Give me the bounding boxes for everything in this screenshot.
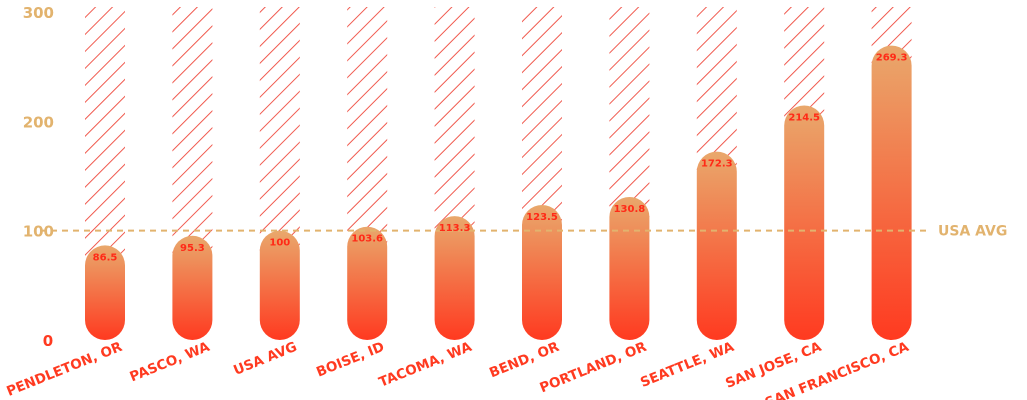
category-label: SAN FRANCISCO, CA: [763, 339, 912, 400]
category-label: USA AVG: [231, 339, 299, 379]
bar-value-label: 269.3: [876, 53, 908, 64]
bar: [696, 151, 737, 340]
category-label: BOISE, ID: [314, 339, 387, 381]
bar-value-label: 95.3: [180, 243, 205, 254]
bar-value-label: 130.8: [614, 204, 646, 215]
y-tick-label: 100: [23, 223, 54, 241]
y-tick-label: 200: [23, 113, 54, 131]
bar: [347, 226, 388, 340]
bar-background-hatch: [696, 7, 737, 172]
bar-value-label: 113.3: [439, 223, 471, 234]
bar: [259, 230, 300, 340]
bar: [172, 235, 213, 340]
bar: [784, 105, 825, 340]
category-label: BEND, OR: [487, 339, 562, 382]
bar-value-label: 86.5: [93, 252, 118, 263]
category-label: PENDLETON, OR: [4, 339, 125, 400]
bar-background-hatch: [434, 7, 475, 237]
bar-background-hatch: [172, 7, 213, 256]
bar-value-label: 123.5: [526, 212, 558, 223]
bar-background-hatch: [259, 7, 300, 251]
y-tick-label: 300: [23, 4, 54, 22]
bar: [434, 216, 475, 340]
bar: [609, 196, 650, 340]
usa-avg-reference-label: USA AVG: [938, 224, 1007, 240]
bar-value-label: 214.5: [788, 112, 820, 123]
bar-background-hatch: [347, 7, 388, 247]
bar-background-hatch: [522, 7, 562, 225]
category-label: SEATTLE, WA: [638, 339, 737, 391]
bar-background-hatch: [85, 7, 125, 266]
category-label: PASCO, WA: [128, 339, 213, 386]
y-tick-label: 0: [43, 332, 53, 350]
category-label: TACOMA, WA: [377, 339, 475, 391]
bar-background-hatch: [609, 7, 650, 217]
bar: [871, 45, 912, 340]
bar-value-label: 100: [269, 238, 290, 249]
bar: [85, 245, 125, 340]
bar-value-label: 172.3: [701, 159, 733, 170]
bar-value-label: 103.6: [351, 234, 383, 245]
bar: [522, 204, 562, 340]
